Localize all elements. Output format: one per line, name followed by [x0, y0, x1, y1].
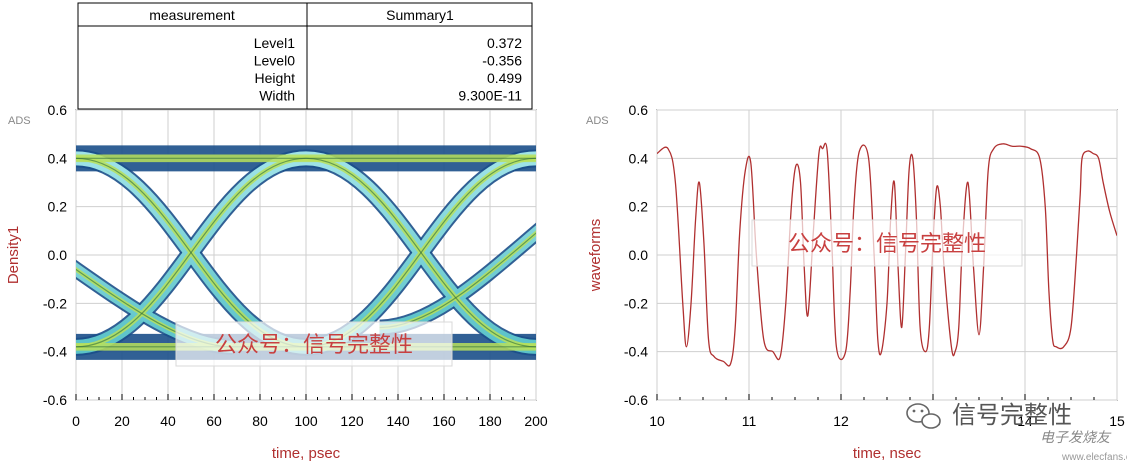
eye-y-tick-label: -0.2 — [43, 295, 67, 311]
brand-badge: 信号完整性 电子发烧友 www.elecfans.com — [906, 402, 1127, 463]
waveform-ticks: 101112131415-0.6-0.4-0.20.00.20.40.6 — [624, 102, 1125, 429]
waveform-corner-label: ADS — [586, 115, 609, 127]
waveform-y-tick-label: 0.4 — [629, 150, 649, 166]
eye-y-tick-label: 0.2 — [48, 199, 68, 215]
table-row-value: 9.300E-11 — [458, 88, 522, 104]
eye-y-tick-label: 0.4 — [48, 150, 68, 166]
waveform-x-tick-label: 15 — [1109, 413, 1125, 429]
eye-ticks: 0 20 40 60 80 100 120 140 160 180 200 -0.6 -0.4 -0.2 0… — [43, 102, 548, 429]
eye-rising-edge-center — [76, 157, 307, 348]
waveform-x-tick-label: 14 — [1017, 413, 1033, 429]
waveform-line — [657, 142, 1117, 367]
table-header-measurement: measurement — [149, 7, 235, 23]
eye-y-tick-label: 0.6 — [48, 102, 68, 118]
eye-y-tick-label: 0.0 — [48, 247, 68, 263]
eye-x-tick-label: 100 — [294, 413, 318, 429]
eye-x-tick-label: 40 — [160, 413, 176, 429]
waveform-y-axis-label: waveforms — [587, 219, 604, 293]
table-row-name: Width — [259, 88, 295, 104]
eye-x-tick-label: 0 — [72, 413, 80, 429]
eye-corner-label: ADS — [8, 115, 31, 127]
waveform-y-tick-label: 0.6 — [629, 102, 649, 118]
wechat-icon — [906, 403, 941, 429]
table-row-name: Level1 — [254, 35, 295, 51]
measurement-table: measurement Summary1 Level1 0.372 Level0 -0… — [77, 2, 533, 110]
eye-watermark: 公众号：信号完整性 — [175, 321, 453, 367]
eye-y-tick-label: -0.6 — [43, 392, 67, 408]
site-watermark: www.elecfans.com — [1061, 452, 1127, 463]
eye-diagram-chart: 0 20 40 60 80 100 120 140 160 180 200 -0.6 -0.4 -0.2 0… — [5, 102, 548, 462]
waveform-y-tick-label: -0.6 — [624, 392, 648, 408]
eye-x-tick-label: 200 — [524, 413, 548, 429]
table-row-name: Level0 — [254, 53, 295, 69]
eye-x-tick-label: 160 — [432, 413, 456, 429]
waveform-y-tick-label: 0.0 — [629, 247, 649, 263]
eye-x-tick-label: 60 — [206, 413, 222, 429]
eye-y-tick-label: -0.4 — [43, 344, 67, 360]
eye-x-tick-label: 80 — [252, 413, 268, 429]
table-rows: Level1 0.372 Level0 -0.356 Height 0.499 Width 9… — [254, 35, 522, 104]
eye-x-tick-label: 140 — [386, 413, 410, 429]
eye-partial-edge-center — [379, 232, 536, 329]
eye-x-tick-label: 120 — [340, 413, 364, 429]
waveform-watermark: 公众号：信号完整性 — [751, 219, 1023, 267]
waveform-y-tick-label: -0.2 — [624, 295, 648, 311]
table-row-name: Height — [255, 70, 296, 86]
waveform-chart: 101112131415-0.6-0.4-0.20.00.20.40.6 ADS… — [586, 102, 1125, 462]
waveform-y-tick-label: 0.2 — [629, 199, 649, 215]
table-row-value: 0.499 — [487, 70, 522, 86]
waveform-x-axis-label: time, nsec — [853, 445, 922, 462]
table-row-value: 0.372 — [487, 35, 522, 51]
eye-y-axis-label: Density1 — [5, 226, 22, 284]
table-header-summary: Summary1 — [386, 7, 454, 23]
waveform-y-tick-label: -0.4 — [624, 344, 648, 360]
eye-x-axis-label: time, psec — [272, 445, 341, 462]
eye-x-tick-label: 20 — [114, 413, 130, 429]
waveform-x-tick-label: 10 — [649, 413, 665, 429]
waveform-series — [657, 142, 1117, 367]
brand-badge-subtext: 电子发烧友 — [1040, 429, 1112, 445]
waveform-grid — [656, 109, 1118, 401]
waveform-x-tick-label: 11 — [742, 413, 757, 429]
eye-x-tick-label: 180 — [478, 413, 502, 429]
waveform-x-tick-label: 12 — [833, 413, 849, 429]
waveform-watermark-text: 公众号：信号完整性 — [788, 231, 986, 256]
brand-badge-text: 信号完整性 — [952, 402, 1072, 429]
table-row-value: -0.356 — [482, 53, 522, 69]
eye-watermark-text: 公众号：信号完整性 — [215, 332, 413, 357]
